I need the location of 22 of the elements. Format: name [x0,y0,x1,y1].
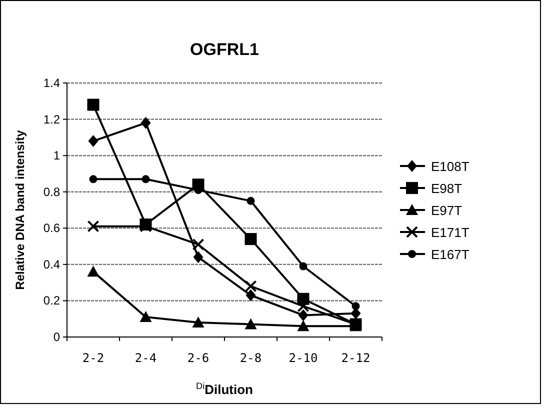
legend-label: E171T [431,225,470,240]
x-tick-label: 2-10 [288,351,318,365]
y-tick-label: 1.4 [43,76,60,90]
x-tick-label: 2-6 [187,351,210,365]
legend-label: E97T [431,203,462,218]
x-tick-label: 2-4 [134,351,157,365]
y-tick-label: 0.8 [43,184,60,199]
legend-label: E167T [431,247,470,262]
y-tick-label: 0.4 [43,257,60,272]
x-axis-title: $^{Di}$Dilution [196,381,254,397]
y-tick-label: 0.2 [43,294,60,308]
x-tick-label: 2-8 [240,351,262,365]
legend-label: E108T [431,159,470,174]
x-tick-label: 2-2 [82,351,104,365]
y-tick-label: 1 [53,148,60,163]
chart-title: OGFRL1 [190,40,259,59]
y-tick-label: 0 [53,330,60,344]
legend-label: E98T [431,181,462,196]
x-tick-label: 2-12 [341,351,370,365]
y-axis-title: Relative DNA band intensity [13,130,27,290]
y-tick-label: 1.2 [43,112,60,126]
y-tick-label: 0.6 [43,221,60,236]
